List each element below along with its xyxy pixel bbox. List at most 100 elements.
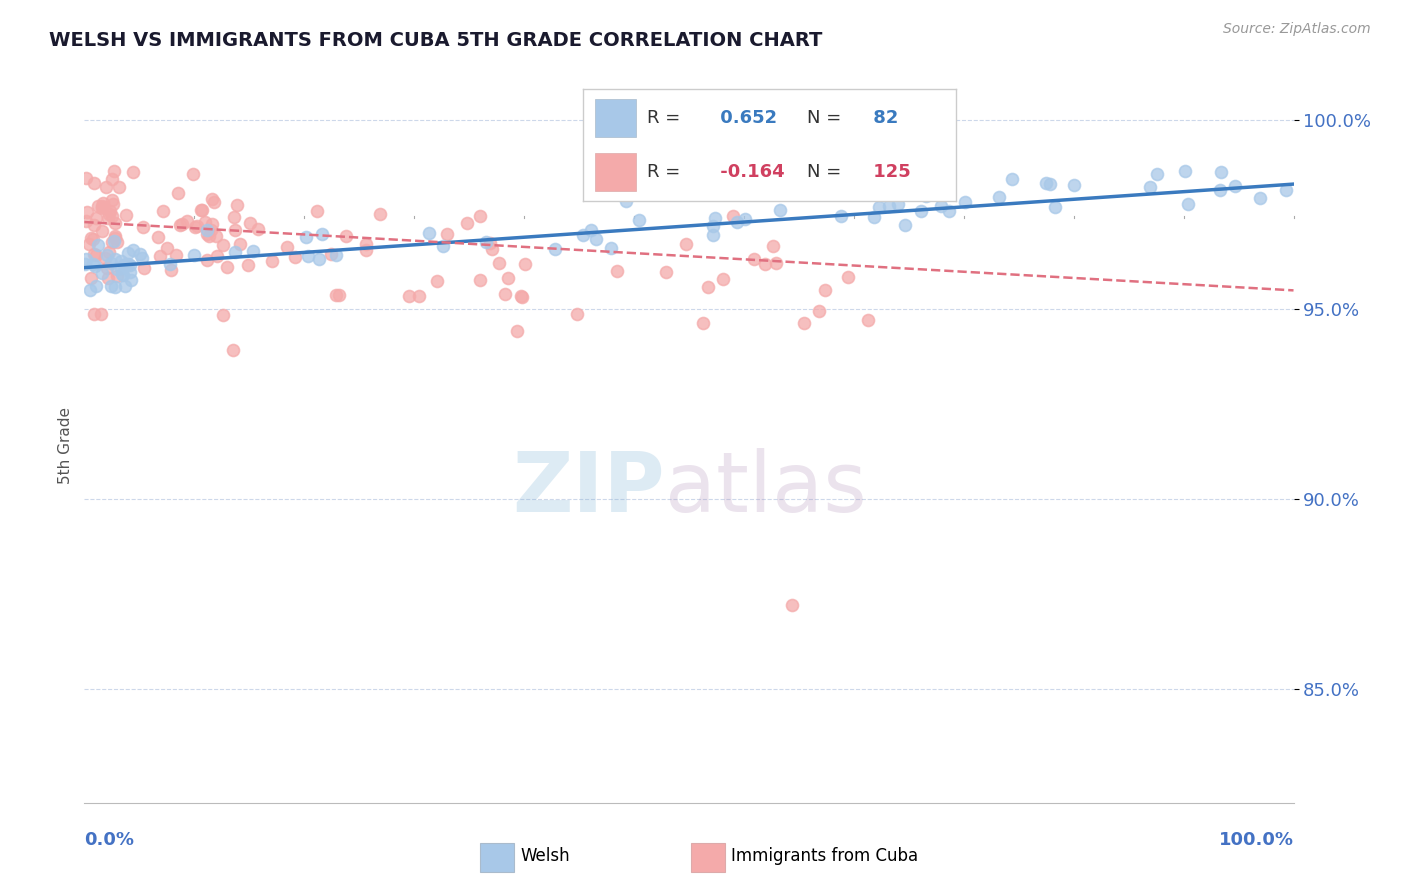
- Point: [82, 257, 104, 271]
- Point: [628, 212, 651, 227]
- Point: [169, 218, 191, 232]
- Point: [506, 324, 529, 338]
- Point: [93, 251, 115, 265]
- Point: [418, 226, 440, 240]
- Point: [769, 203, 792, 218]
- Point: [830, 210, 852, 224]
- Text: R =: R =: [647, 109, 681, 128]
- Point: [325, 248, 347, 262]
- Point: [426, 274, 449, 288]
- Point: [111, 267, 134, 281]
- Point: [211, 308, 233, 322]
- Point: [585, 232, 607, 246]
- Point: [655, 265, 678, 279]
- Point: [117, 245, 139, 260]
- Point: [183, 168, 205, 182]
- Point: [100, 279, 122, 293]
- Point: [470, 273, 492, 287]
- Point: [167, 186, 190, 201]
- Point: [915, 189, 938, 203]
- Point: [780, 599, 803, 613]
- Point: [111, 268, 134, 283]
- Point: [122, 243, 145, 257]
- Point: [354, 236, 377, 251]
- Point: [201, 217, 224, 231]
- Point: [132, 260, 155, 275]
- Text: ZIP: ZIP: [512, 449, 665, 529]
- Point: [105, 262, 128, 277]
- Point: [217, 260, 239, 274]
- Point: [496, 270, 519, 285]
- Text: 82: 82: [866, 109, 898, 128]
- Point: [887, 197, 910, 211]
- Point: [108, 179, 131, 194]
- Point: [877, 199, 900, 213]
- Point: [104, 231, 127, 245]
- Point: [246, 222, 269, 236]
- Point: [1223, 179, 1246, 194]
- Point: [91, 224, 114, 238]
- Point: [114, 257, 136, 271]
- Point: [90, 199, 112, 213]
- Point: [512, 290, 534, 304]
- Text: N =: N =: [807, 162, 841, 181]
- Point: [481, 243, 503, 257]
- Point: [862, 210, 884, 224]
- Point: [308, 252, 330, 266]
- Point: [456, 215, 478, 229]
- Point: [474, 235, 496, 250]
- Point: [1001, 172, 1024, 186]
- Point: [195, 223, 218, 237]
- Point: [614, 194, 637, 208]
- Point: [112, 258, 135, 272]
- Point: [200, 192, 222, 206]
- Point: [513, 257, 536, 271]
- Point: [115, 208, 138, 222]
- Text: -0.164: -0.164: [714, 162, 785, 181]
- Point: [1146, 167, 1168, 181]
- Point: [1063, 178, 1085, 192]
- Point: [328, 288, 350, 302]
- Point: [1209, 183, 1232, 197]
- FancyBboxPatch shape: [690, 843, 724, 872]
- Point: [305, 204, 328, 219]
- Point: [742, 252, 765, 267]
- Point: [197, 253, 219, 268]
- Point: [1039, 177, 1062, 191]
- Point: [190, 203, 212, 218]
- Text: Source: ZipAtlas.com: Source: ZipAtlas.com: [1223, 22, 1371, 37]
- Point: [128, 247, 150, 261]
- Point: [205, 228, 228, 243]
- Point: [198, 228, 221, 243]
- Text: R =: R =: [647, 162, 681, 181]
- Point: [110, 253, 132, 268]
- Point: [212, 237, 235, 252]
- Point: [938, 203, 960, 218]
- Point: [104, 216, 127, 230]
- Text: N =: N =: [807, 109, 841, 128]
- Point: [544, 242, 567, 256]
- Point: [152, 204, 174, 219]
- Point: [131, 251, 153, 265]
- Point: [90, 307, 112, 321]
- Point: [1174, 164, 1197, 178]
- Point: [894, 218, 917, 232]
- Point: [204, 195, 226, 210]
- Point: [692, 316, 714, 330]
- Point: [765, 256, 787, 270]
- Point: [200, 223, 222, 237]
- Point: [98, 207, 121, 221]
- Point: [83, 247, 105, 261]
- Text: 0.0%: 0.0%: [84, 831, 135, 849]
- Point: [105, 235, 128, 250]
- Point: [91, 201, 114, 215]
- Point: [868, 201, 890, 215]
- Point: [858, 313, 880, 327]
- Point: [148, 249, 170, 263]
- Point: [104, 229, 127, 244]
- Point: [793, 316, 815, 330]
- Point: [118, 265, 141, 279]
- Point: [83, 176, 105, 190]
- Point: [146, 229, 169, 244]
- Point: [104, 252, 127, 266]
